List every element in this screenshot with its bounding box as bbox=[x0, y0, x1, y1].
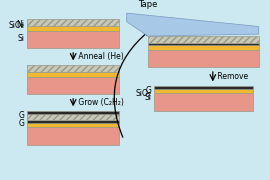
Bar bbox=[27, 123, 119, 127]
Text: Anneal (He): Anneal (He) bbox=[76, 52, 124, 61]
Text: SiO₂: SiO₂ bbox=[136, 89, 152, 98]
Text: G: G bbox=[146, 86, 152, 95]
Bar bbox=[27, 120, 119, 123]
Text: Ni: Ni bbox=[16, 20, 24, 29]
Bar bbox=[27, 114, 119, 120]
Text: G: G bbox=[19, 111, 24, 120]
Bar bbox=[27, 65, 119, 72]
Bar bbox=[148, 43, 259, 45]
Bar bbox=[27, 26, 119, 31]
Text: Grow (C₂H₂): Grow (C₂H₂) bbox=[76, 98, 124, 107]
FancyArrowPatch shape bbox=[114, 31, 148, 137]
Bar bbox=[27, 72, 119, 77]
Text: Tape: Tape bbox=[138, 0, 158, 9]
Text: Remove: Remove bbox=[215, 72, 248, 81]
Text: G: G bbox=[19, 119, 24, 128]
Bar bbox=[154, 89, 253, 93]
Bar bbox=[148, 36, 259, 43]
Bar bbox=[148, 45, 259, 50]
Bar bbox=[27, 111, 119, 114]
Bar bbox=[154, 93, 253, 111]
Bar bbox=[27, 127, 119, 145]
Bar bbox=[148, 50, 259, 67]
Bar bbox=[27, 19, 119, 26]
Text: Si: Si bbox=[17, 34, 24, 43]
Bar bbox=[27, 31, 119, 48]
Text: Si: Si bbox=[145, 93, 152, 102]
Text: SiO₂: SiO₂ bbox=[8, 21, 24, 30]
Polygon shape bbox=[127, 13, 259, 36]
Bar bbox=[154, 86, 253, 89]
Bar bbox=[27, 77, 119, 94]
